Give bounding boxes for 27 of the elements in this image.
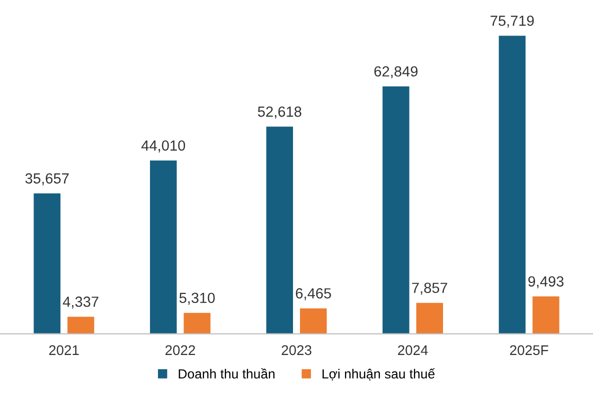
bar — [184, 312, 210, 334]
x-tick-label: 2024 — [398, 345, 428, 356]
data-label: 9,493 — [528, 276, 564, 288]
legend-label: Lợi nhuận sau thuế — [322, 368, 435, 380]
data-label: 5,310 — [179, 292, 215, 305]
bar — [498, 36, 526, 334]
data-label: 75,719 — [490, 16, 534, 28]
x-tick-label: 2023 — [282, 345, 312, 356]
bar — [34, 193, 60, 334]
data-label: 52,618 — [258, 106, 302, 119]
data-label: 7,857 — [412, 282, 448, 295]
x-tick-label: 2025F — [510, 345, 548, 356]
legend-label: Doanh thu thuần — [178, 368, 274, 379]
data-label: 35,657 — [25, 173, 69, 186]
bar — [532, 296, 560, 334]
x-tick-label: 2022 — [165, 345, 195, 356]
bar — [416, 302, 444, 334]
data-label: 4,337 — [62, 296, 98, 309]
bar — [150, 160, 177, 334]
x-tick-label: 2021 — [49, 345, 79, 356]
bar — [67, 316, 94, 334]
bar — [300, 308, 327, 334]
data-label: 44,010 — [141, 140, 186, 152]
bar — [382, 86, 410, 334]
data-label: 62,849 — [374, 66, 418, 78]
bar — [266, 126, 294, 334]
data-label: 6,465 — [296, 288, 331, 300]
